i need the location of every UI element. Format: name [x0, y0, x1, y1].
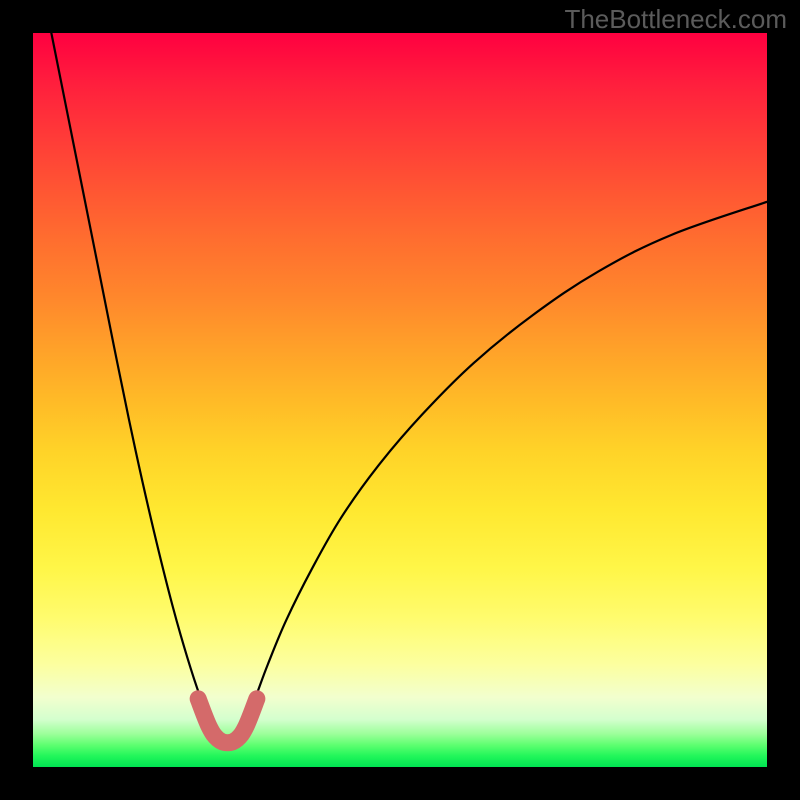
curve-layer [0, 0, 800, 800]
bottleneck-curve [51, 33, 767, 744]
watermark-text: TheBottleneck.com [564, 4, 787, 35]
optimal-zone-marker [198, 699, 257, 743]
chart-root: TheBottleneck.com [0, 0, 800, 800]
